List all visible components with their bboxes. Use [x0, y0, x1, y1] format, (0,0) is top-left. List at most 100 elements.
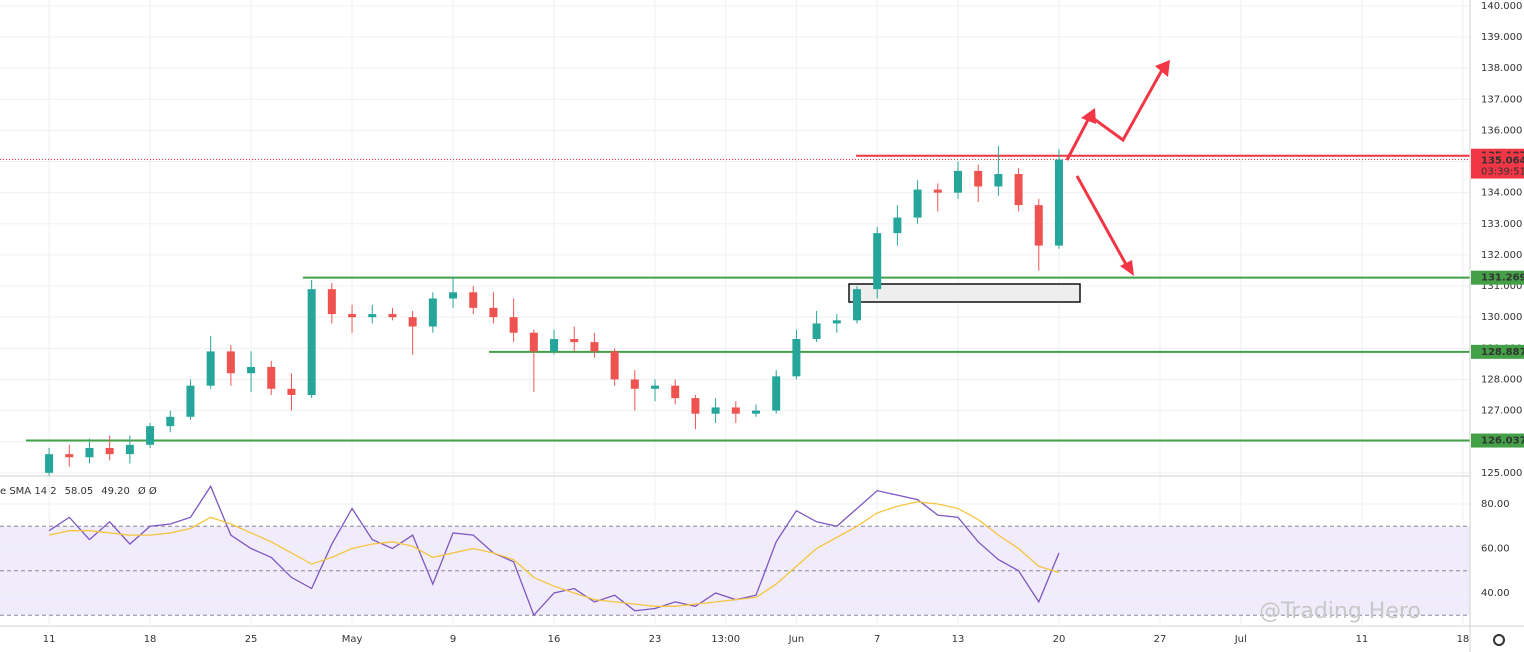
candle-body	[105, 447, 114, 455]
plot	[0, 145, 1470, 617]
candle-body	[953, 170, 962, 193]
candle-body	[368, 314, 377, 318]
candle-body	[772, 376, 781, 411]
price-tag	[1471, 433, 1524, 448]
last-price-tag	[1471, 153, 1524, 179]
y-tick-label: 127.000	[1481, 406, 1522, 417]
price-tag-label: 126.037	[1481, 436, 1524, 447]
candle-body	[610, 351, 619, 380]
up-arrow	[1065, 69, 1164, 161]
arrow-head	[1081, 108, 1096, 124]
price-tag	[1471, 270, 1524, 285]
rsi-legend: 58.05	[65, 486, 94, 497]
down-arrow	[1075, 175, 1130, 269]
candle-body	[388, 314, 397, 318]
candle-body	[913, 189, 922, 218]
x-tick-label: 9	[450, 634, 456, 645]
x-tick-label: 13	[952, 634, 965, 645]
candle-body	[45, 454, 54, 473]
candle-body	[651, 385, 660, 389]
candle-body	[146, 426, 155, 445]
price-tag	[1471, 344, 1524, 359]
candle-body	[711, 407, 720, 414]
last-price-label: 135.064	[1481, 156, 1524, 167]
arrow-head	[1155, 60, 1170, 77]
candle-body	[792, 338, 801, 377]
x-tick-label: 16	[548, 634, 561, 645]
y-tick-label: 140.000	[1481, 1, 1522, 12]
x-tick-label: Jun	[788, 634, 805, 645]
candle-body	[590, 342, 599, 352]
candle-body	[85, 447, 94, 458]
candle-body	[1054, 159, 1063, 246]
y-tick-label: 138.000	[1481, 63, 1522, 74]
x-tick-label: 25	[245, 634, 258, 645]
candle-body	[489, 307, 498, 318]
candle-body	[933, 189, 942, 193]
candle-body	[873, 233, 882, 290]
candle-body	[812, 323, 821, 339]
candle-body	[267, 366, 276, 389]
candle-body	[226, 351, 235, 374]
y-tick-label: 134.000	[1481, 188, 1522, 199]
candle-body	[570, 338, 579, 343]
y-tick-label: 60.00	[1481, 543, 1510, 554]
candle-body	[166, 416, 175, 427]
rsi-legend: e SMA 14 2	[0, 486, 57, 497]
candle-body	[327, 289, 336, 315]
y-tick-label: 80.00	[1481, 499, 1510, 510]
candle-body	[125, 444, 134, 455]
countdown-label: 03:39:51	[1481, 167, 1524, 178]
candle-body	[287, 388, 296, 396]
y-tick-label: 40.00	[1481, 588, 1510, 599]
y-tick-label: 133.000	[1481, 219, 1522, 230]
candle-body	[1034, 205, 1043, 246]
candle-body	[550, 338, 559, 352]
candle-body	[630, 379, 639, 389]
x-tick-label: 18	[1457, 634, 1470, 645]
candle-body	[186, 385, 195, 417]
candle-body	[731, 407, 740, 414]
x-tick-label: 27	[1154, 634, 1167, 645]
arrows	[1065, 60, 1170, 276]
y-tick-label: 136.000	[1481, 125, 1522, 136]
candle-body	[671, 385, 680, 399]
y-tick-label: 139.000	[1481, 32, 1522, 43]
x-tick-label: 18	[144, 634, 157, 645]
candle-body	[65, 454, 74, 458]
candle-body	[529, 332, 538, 352]
rsi-line	[48, 484, 1060, 617]
x-tick-label: May	[342, 634, 363, 645]
y-tick-label: 132.000	[1481, 250, 1522, 261]
x-tick-label: 11	[1356, 634, 1369, 645]
rsi-line	[48, 501, 1060, 607]
candle-body	[994, 174, 1003, 187]
y-tick-label: 131.000	[1481, 281, 1522, 292]
rsi-legend: Ø Ø	[138, 485, 157, 497]
x-tick-label: 13:00	[711, 634, 740, 645]
candle-body	[206, 351, 215, 386]
candle-body	[449, 292, 458, 299]
rsi-legend: 49.20	[101, 486, 130, 497]
x-tick-label: Jul	[1234, 634, 1247, 645]
candle-body	[1014, 174, 1023, 206]
candle-body	[752, 410, 761, 414]
gear[interactable]	[1493, 634, 1505, 646]
x-tick-label: 11	[43, 634, 56, 645]
candle-body	[893, 217, 902, 234]
zone-box	[848, 283, 1081, 303]
candle-body	[691, 398, 700, 414]
candle-body	[348, 314, 357, 318]
candle-body	[974, 170, 983, 187]
arrow-head	[1120, 260, 1134, 276]
candle-body	[852, 289, 861, 321]
x-tick-label: 7	[874, 634, 880, 645]
settings-icon[interactable]	[1493, 634, 1505, 646]
candle-body	[247, 366, 256, 374]
price-tag-label: 131.269	[1481, 273, 1524, 284]
candle-body	[509, 317, 518, 333]
y-tick-label: 128.000	[1481, 374, 1522, 385]
y-tick-label: 125.000	[1481, 468, 1522, 479]
